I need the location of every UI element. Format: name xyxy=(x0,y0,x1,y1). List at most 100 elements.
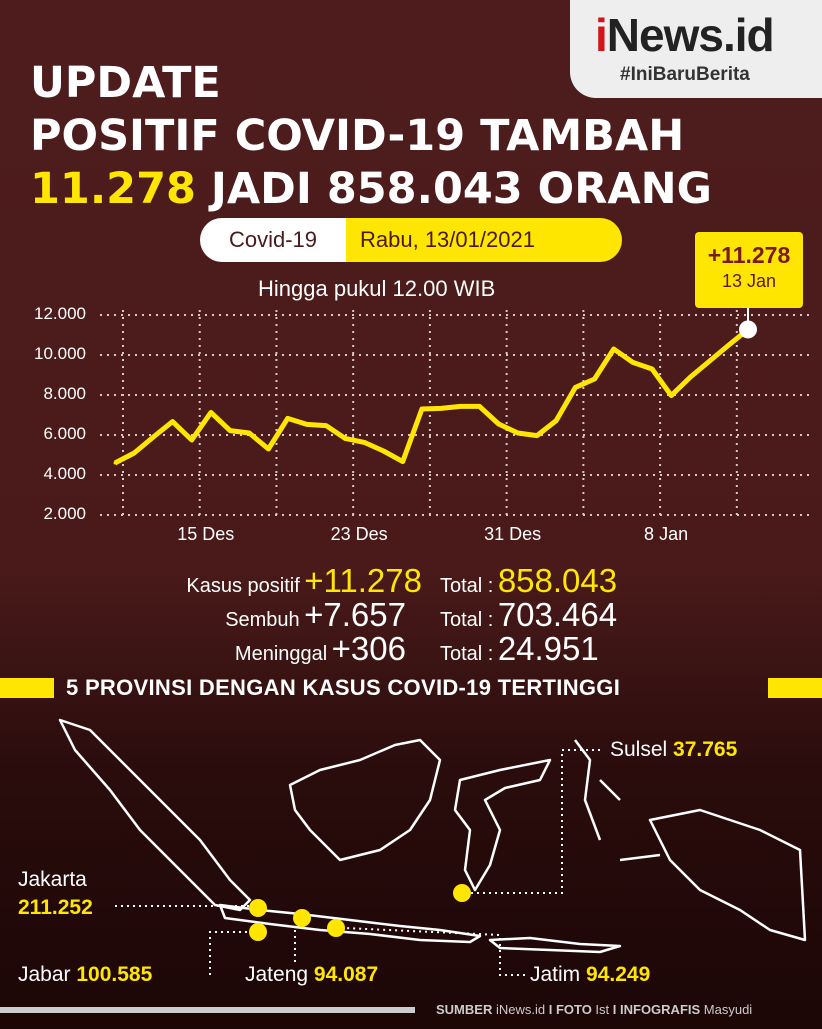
data-point xyxy=(727,343,731,347)
title-rest: JADI 858.043 ORANG xyxy=(195,164,712,214)
data-point xyxy=(362,440,366,444)
title-new-cases: 11.278 xyxy=(30,164,196,214)
province-value: 100.585 xyxy=(76,963,153,986)
x-tick-label: 8 Jan xyxy=(644,524,689,544)
stat-delta: +11.278 xyxy=(304,562,422,599)
x-tick-label: 15 Des xyxy=(177,524,235,544)
footer-text: SUMBER iNews.id I FOTO Ist I INFOGRAFIS … xyxy=(436,1002,752,1017)
y-tick-label: 10.000 xyxy=(34,344,86,363)
stat-label: Sembuh xyxy=(225,609,300,631)
separator: I xyxy=(612,1002,620,1017)
province-name: Sulsel xyxy=(610,738,668,761)
title-line-3: 11.278 JADI 858.043 ORANG xyxy=(30,168,712,211)
data-point xyxy=(420,407,424,411)
data-point xyxy=(535,434,539,438)
source-value: iNews.id xyxy=(492,1002,549,1017)
section-title: 5 PROVINSI DENGAN KASUS COVID-19 TERTING… xyxy=(66,675,621,700)
marker-jatim xyxy=(327,919,345,937)
marker-jateng xyxy=(293,909,311,927)
province-name: Jabar xyxy=(18,963,71,986)
stat-label: Kasus positif xyxy=(186,575,300,597)
stat-total-recovered: Total : 703.464 xyxy=(440,596,617,634)
leader-jabar xyxy=(209,931,250,975)
stat-row-deaths: Meninggal +306 xyxy=(235,630,406,668)
data-point xyxy=(458,404,462,408)
kalimantan-outline xyxy=(288,738,442,862)
leader-jatim xyxy=(343,927,525,976)
y-tick-label: 6.000 xyxy=(43,424,86,443)
pill-label: Covid-19 xyxy=(200,218,346,262)
data-point xyxy=(286,416,290,420)
date-pill: Covid-19 Rabu, 13/01/2021 xyxy=(200,218,622,262)
y-tick-label: 12.000 xyxy=(34,304,86,323)
logo-i: i xyxy=(595,9,608,61)
data-point xyxy=(439,406,443,410)
callout-value: +11.278 xyxy=(707,242,791,268)
marker-jabar xyxy=(249,923,267,941)
photo-value: Ist xyxy=(591,1002,613,1017)
subtitle: Hingga pukul 12.00 WIB xyxy=(258,276,496,301)
infographic-label: INFOGRAFIS xyxy=(620,1002,701,1017)
section-bar-left xyxy=(0,678,54,698)
data-point xyxy=(573,385,577,389)
data-point xyxy=(228,429,232,433)
stat-row-positive: Kasus positif +11.278 xyxy=(186,562,422,600)
y-tick-label: 2.000 xyxy=(43,504,86,523)
stat-total: 703.464 xyxy=(497,596,618,633)
sumatra-outline xyxy=(58,718,252,912)
title-line-1: UPDATE xyxy=(30,58,221,108)
province-jabar: Jabar 100.585 xyxy=(18,963,152,987)
data-point xyxy=(497,422,501,426)
logo-text: News.id xyxy=(606,9,775,61)
line-chart xyxy=(100,308,810,520)
data-point xyxy=(708,359,712,363)
separator: I xyxy=(548,1002,556,1017)
stat-total-deaths: Total : 24.951 xyxy=(440,630,599,668)
stat-total: 858.043 xyxy=(497,562,618,599)
data-point xyxy=(554,419,558,423)
marker-sulsel xyxy=(453,884,471,902)
data-point xyxy=(305,422,309,426)
footer-bar xyxy=(0,1007,415,1013)
stat-total: 24.951 xyxy=(497,630,599,667)
province-value: 211.252 xyxy=(18,896,93,919)
data-point xyxy=(669,394,673,398)
data-point xyxy=(343,436,347,440)
title-line-2: POSITIF COVID-19 TAMBAH xyxy=(30,111,685,161)
data-point xyxy=(113,461,117,465)
source-label: SUMBER xyxy=(436,1002,493,1017)
section-header: 5 PROVINSI DENGAN KASUS COVID-19 TERTING… xyxy=(0,675,822,701)
stat-label: Meninggal xyxy=(234,643,328,665)
stat-total-label: Total : xyxy=(440,643,494,665)
series-line xyxy=(113,327,750,466)
stat-total-positive: Total : 858.043 xyxy=(440,562,617,600)
pill-date: Rabu, 13/01/2021 xyxy=(346,218,622,262)
nusa-tenggara-outline xyxy=(488,936,622,954)
data-point xyxy=(631,360,635,364)
x-tick-label: 23 Des xyxy=(330,524,388,544)
data-point xyxy=(477,404,481,408)
section-bar-right xyxy=(768,678,822,698)
province-name: Jateng xyxy=(245,963,309,986)
data-point xyxy=(209,410,213,414)
y-tick-label: 8.000 xyxy=(43,384,86,403)
stat-total-label: Total : xyxy=(440,609,494,631)
data-point xyxy=(171,420,175,424)
data-point xyxy=(151,435,155,439)
province-value: 37.765 xyxy=(673,738,738,761)
logo-box: iNews.id #IniBaruBerita xyxy=(570,0,822,98)
province-jakarta-value: 211.252 xyxy=(18,896,93,920)
data-point xyxy=(190,438,194,442)
data-point xyxy=(650,367,654,371)
latest-callout: +11.278 13 Jan xyxy=(695,232,803,308)
sulawesi-outline xyxy=(453,758,552,892)
footer-credits: SUMBER iNews.id I FOTO Ist I INFOGRAFIS … xyxy=(0,1000,822,1022)
data-point xyxy=(593,377,597,381)
stat-delta: +7.657 xyxy=(304,596,406,633)
stat-delta: +306 xyxy=(331,630,406,667)
data-point xyxy=(612,347,616,351)
photo-label: FOTO xyxy=(555,1002,592,1017)
callout-date: 13 Jan xyxy=(721,271,777,291)
